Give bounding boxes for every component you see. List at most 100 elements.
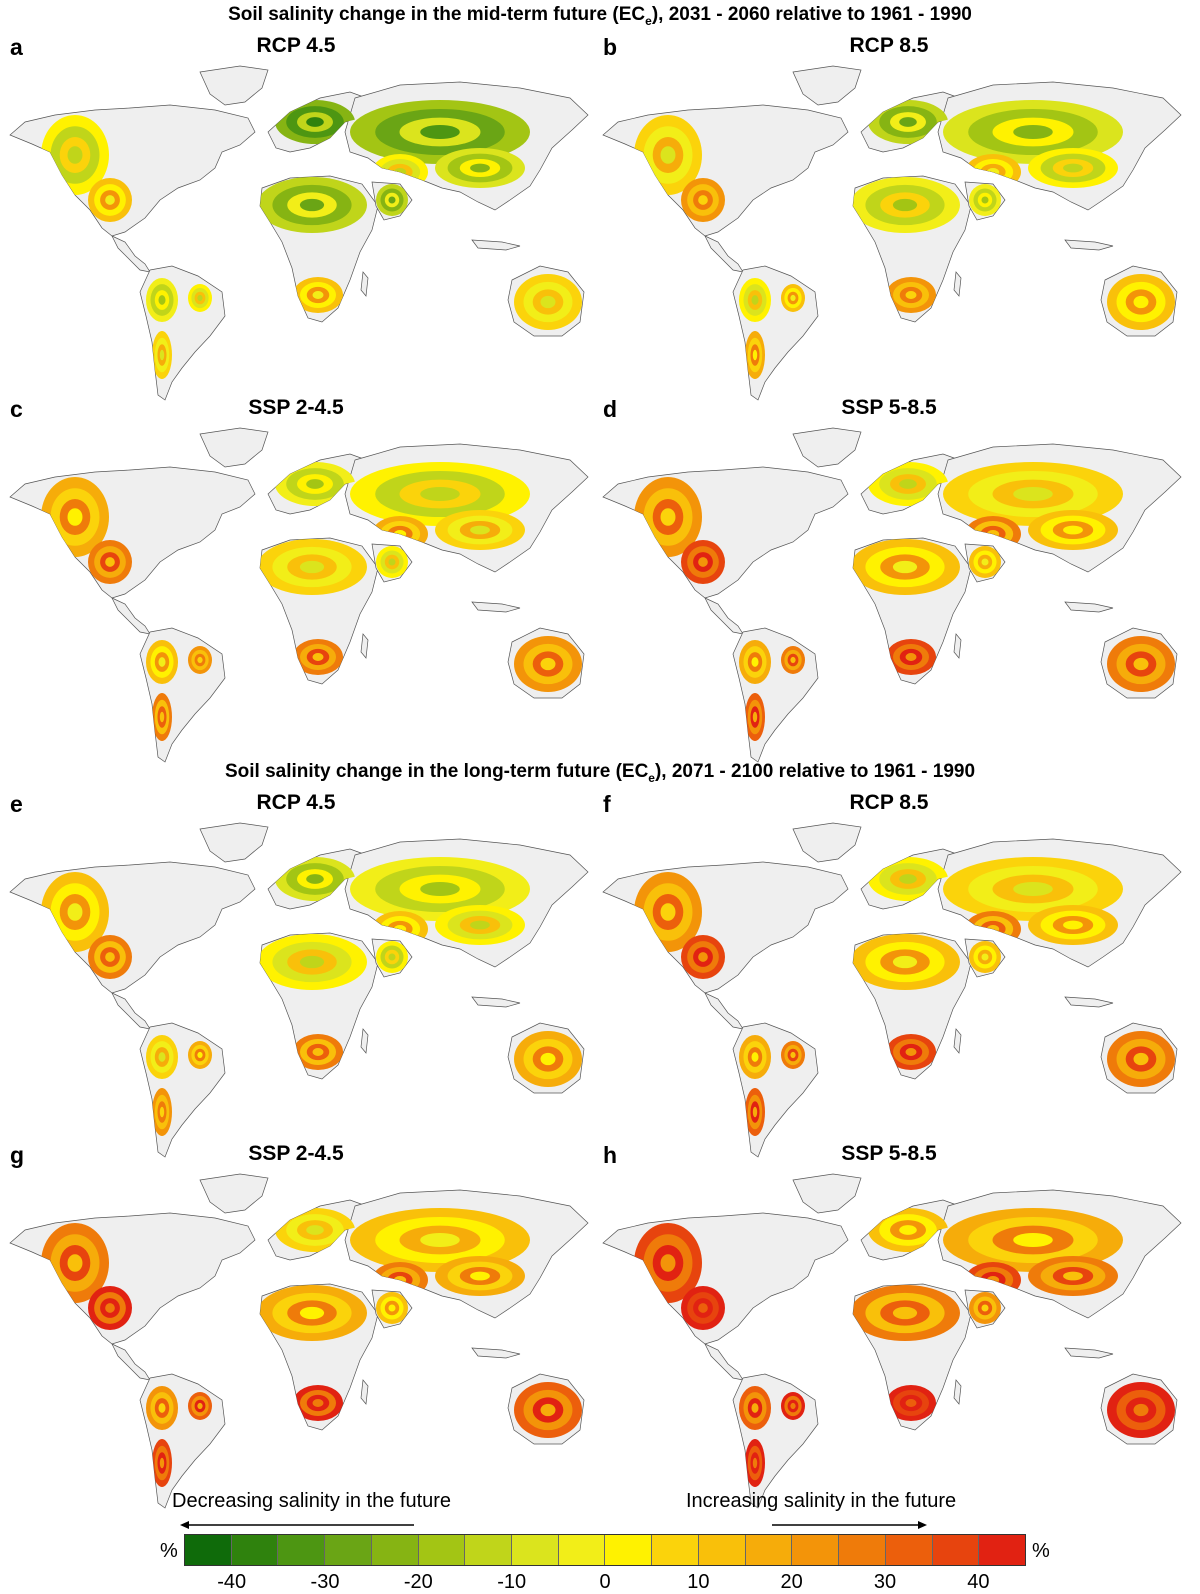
panel-scenario-title: SSP 2-4.5 — [248, 396, 344, 419]
salinity-region — [260, 934, 367, 990]
salinity-region — [745, 1088, 765, 1136]
salinity-patch — [1013, 881, 1053, 897]
salinity-region — [634, 872, 702, 952]
salinity-region — [745, 1439, 765, 1487]
salinity-patch — [751, 295, 759, 305]
salinity-region — [350, 857, 530, 921]
scale-tick-label: 20 — [780, 1571, 803, 1593]
salinity-region — [739, 640, 771, 684]
salinity-patch — [986, 168, 1000, 176]
continent-indonesia — [1064, 1347, 1114, 1359]
salinity-patch — [698, 557, 708, 567]
scale-tick-label: -30 — [310, 1571, 340, 1593]
salinity-patch — [420, 881, 460, 897]
salinity-patch — [981, 558, 989, 566]
salinity-patch — [986, 1276, 1000, 1284]
salinity-patch — [159, 349, 165, 361]
scale-swatch — [839, 1535, 886, 1565]
color-legend: Decreasing salinity in the future Increa… — [0, 1480, 1200, 1593]
panel-letter: f — [603, 791, 611, 817]
salinity-patch — [158, 1403, 166, 1413]
salinity-patch — [197, 1402, 203, 1410]
continent-indonesia — [471, 996, 521, 1008]
panel-letter: a — [10, 34, 23, 60]
scale-swatch — [418, 1535, 466, 1565]
map-panel-d: d SSP 5-8.5 — [593, 392, 1185, 777]
salinity-patch — [105, 557, 115, 567]
salinity-region — [293, 277, 343, 313]
scale-swatch — [325, 1535, 372, 1565]
salinity-patch — [306, 117, 324, 127]
salinity-patch — [1133, 657, 1149, 671]
long-term-title-subscript: e — [648, 770, 655, 785]
salinity-patch — [159, 1457, 165, 1469]
map-panel-f: f RCP 8.5 — [593, 787, 1185, 1172]
world-map — [9, 822, 589, 1158]
salinity-patch — [751, 1052, 759, 1062]
salinity-patch — [393, 530, 407, 538]
salinity-patch — [1063, 1271, 1083, 1281]
salinity-region — [514, 636, 582, 692]
salinity-region — [376, 1292, 408, 1324]
salinity-patch — [752, 711, 758, 723]
salinity-patch — [306, 1225, 324, 1235]
salinity-patch — [299, 955, 325, 969]
salinity-region — [435, 148, 525, 188]
long-term-title-text: Soil salinity change in the long-term fu… — [224, 761, 649, 782]
world-map — [602, 65, 1182, 401]
salinity-region — [275, 100, 355, 144]
salinity-region — [275, 462, 355, 506]
map-panel-g: g SSP 2-4.5 — [0, 1138, 592, 1523]
salinity-region — [969, 941, 1001, 973]
scale-swatch — [745, 1535, 793, 1565]
salinity-region — [514, 274, 582, 330]
salinity-patch — [388, 196, 396, 204]
salinity-region — [146, 640, 178, 684]
continent-madagascar — [360, 271, 369, 297]
map-panel-b: b RCP 8.5 — [593, 30, 1185, 415]
continent-central-america — [704, 992, 744, 1030]
unit-label-right: % — [1032, 1540, 1050, 1562]
salinity-region — [681, 178, 725, 222]
panel-letter: d — [603, 396, 618, 422]
continent-madagascar — [360, 1379, 369, 1405]
salinity-patch — [905, 1048, 917, 1056]
salinity-patch — [420, 1232, 460, 1248]
panel-letter: c — [10, 396, 23, 422]
salinity-patch — [67, 1254, 83, 1272]
salinity-region — [969, 1292, 1001, 1324]
salinity-patch — [420, 486, 460, 502]
continent-madagascar — [953, 633, 962, 659]
salinity-region — [1028, 148, 1118, 188]
world-map — [9, 65, 589, 401]
continent-indonesia — [1064, 239, 1114, 251]
salinity-region — [781, 284, 805, 312]
continent-indonesia — [471, 239, 521, 251]
panel-scenario-title: SSP 5-8.5 — [841, 1142, 937, 1165]
salinity-region — [350, 1208, 530, 1272]
salinity-region — [146, 1386, 178, 1430]
continent-greenland — [199, 427, 269, 468]
salinity-patch — [981, 1304, 989, 1312]
salinity-patch — [899, 479, 917, 489]
salinity-patch — [1133, 295, 1149, 309]
salinity-region — [943, 857, 1123, 921]
world-map — [602, 1173, 1182, 1509]
salinity-patch — [1133, 1052, 1149, 1066]
scale-swatch — [698, 1535, 746, 1565]
salinity-region — [152, 1088, 172, 1136]
salinity-region — [152, 693, 172, 741]
salinity-patch — [698, 952, 708, 962]
salinity-patch — [752, 1106, 758, 1118]
salinity-patch — [158, 295, 166, 305]
mid-term-title-text: Soil salinity change in the mid-term fut… — [228, 4, 646, 25]
salinity-patch — [899, 1225, 917, 1235]
salinity-region — [969, 184, 1001, 216]
panel-scenario-title: RCP 8.5 — [849, 34, 929, 57]
continent-madagascar — [360, 1028, 369, 1054]
salinity-patch — [388, 558, 396, 566]
salinity-region — [868, 100, 948, 144]
scale-swatch — [652, 1535, 699, 1565]
salinity-region — [88, 540, 132, 584]
salinity-patch — [470, 1271, 490, 1281]
